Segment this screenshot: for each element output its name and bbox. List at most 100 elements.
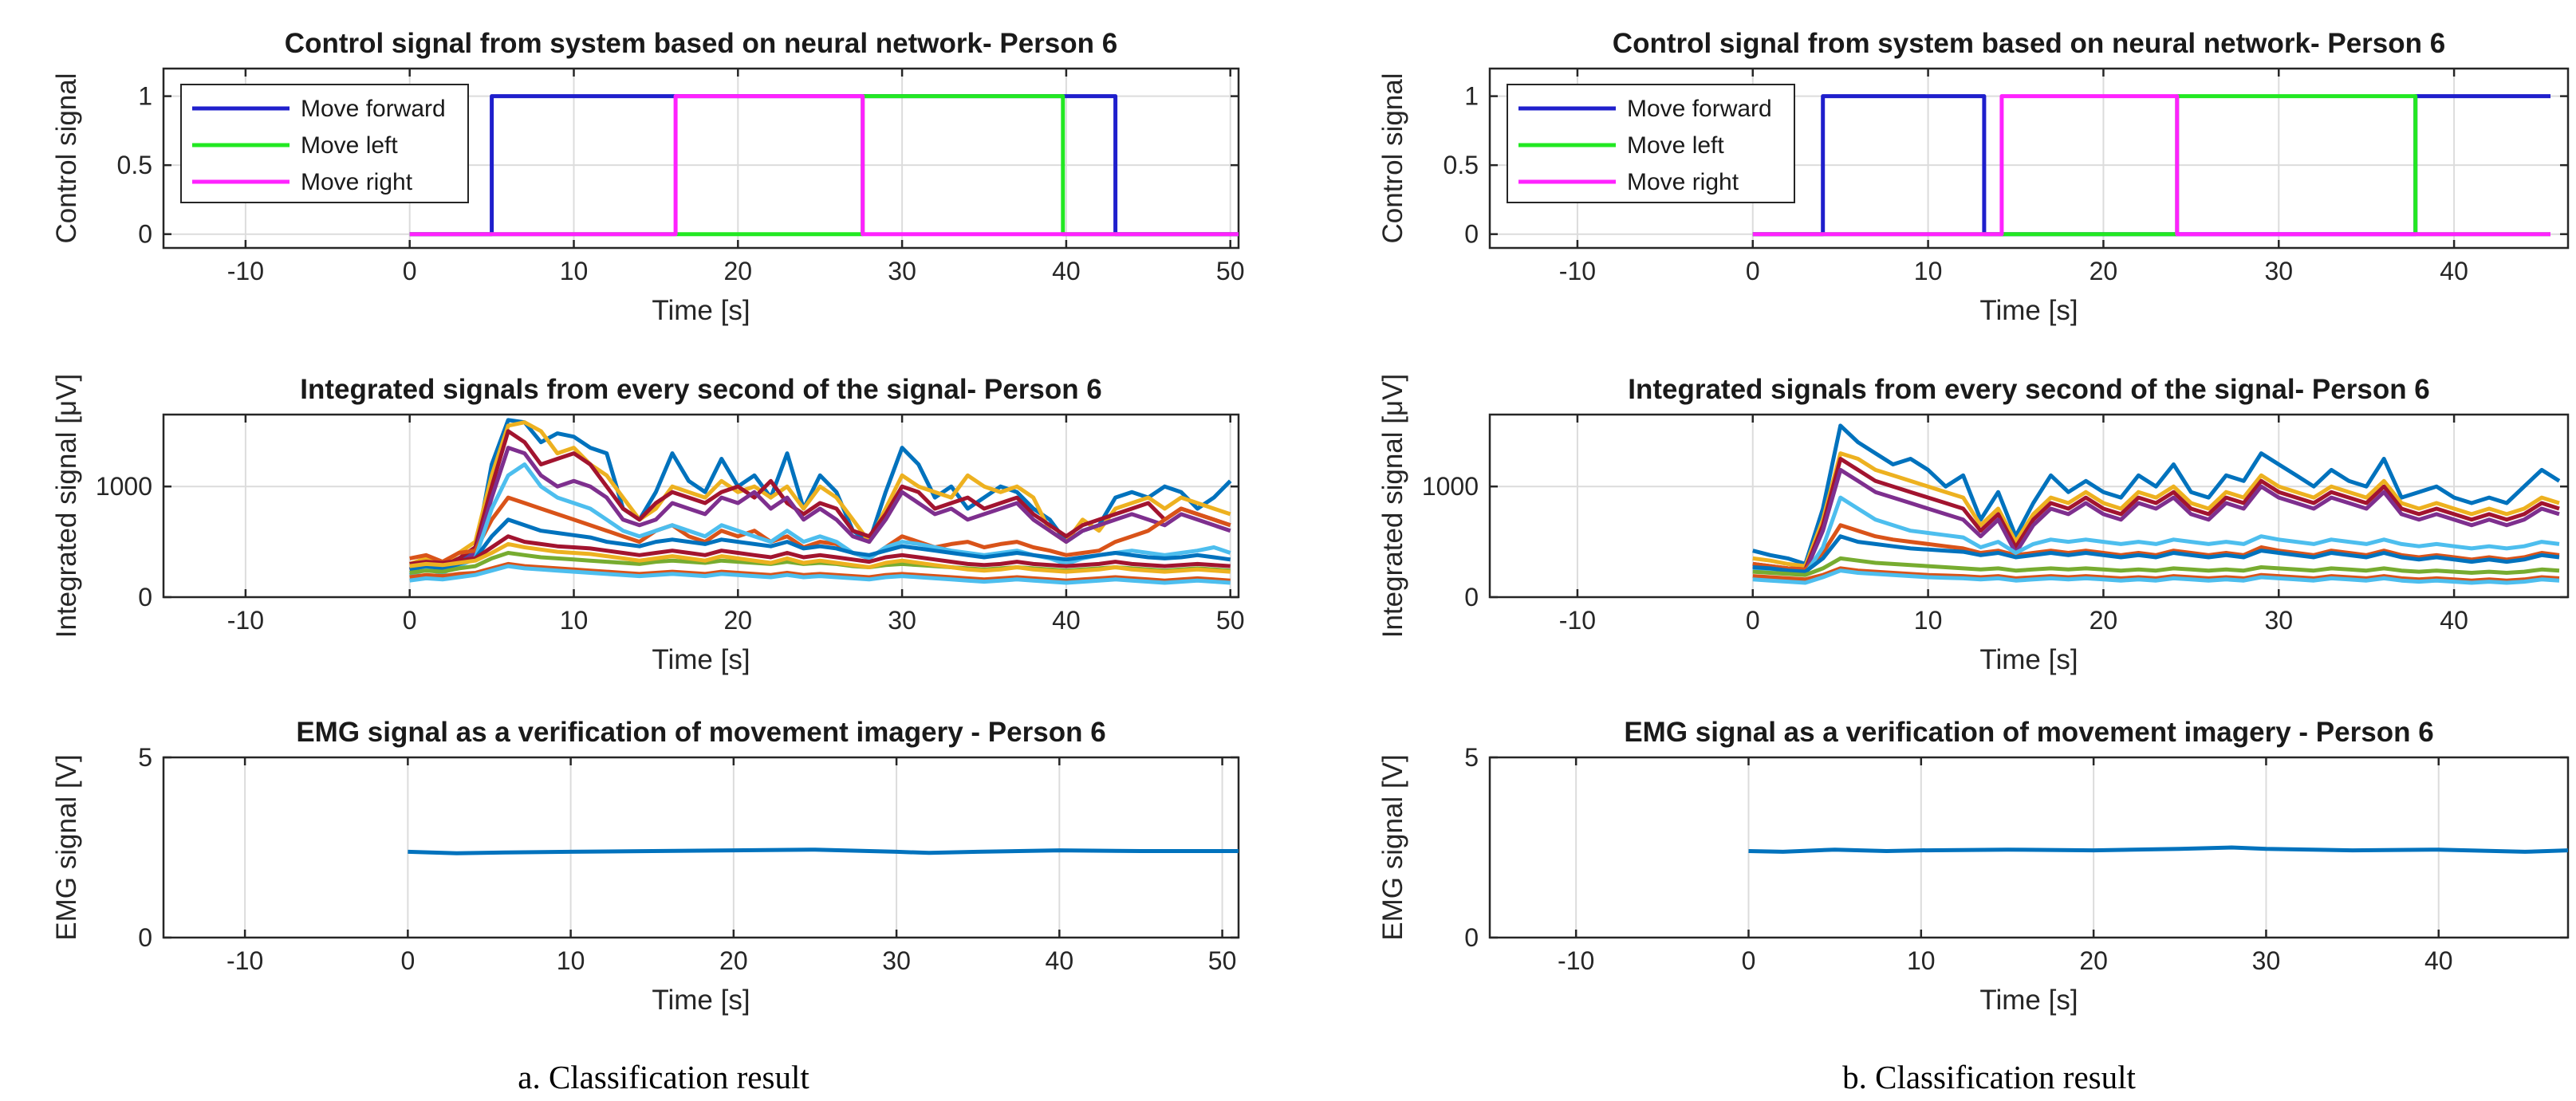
caption-a: a. Classification result	[518, 1059, 809, 1095]
series-line-channel-12	[409, 541, 1231, 574]
y-axis-label: Control signal	[1377, 73, 1408, 244]
series-group	[409, 94, 1239, 237]
series-line-channel-11	[409, 534, 1231, 568]
x-tick-label: 20	[724, 257, 753, 285]
x-tick-label: 50	[1216, 606, 1245, 635]
y-tick-label: 1000	[96, 472, 152, 501]
chart-title: Control signal from system based on neur…	[1613, 28, 2445, 59]
panel-b-control: -10 0 10 20 30 40 0 0.5 1 Control signal from sys…	[1377, 28, 2570, 326]
y-tick-label: 1000	[1422, 472, 1479, 501]
series-line-channel-7	[1752, 534, 2560, 574]
series-line-channel-10	[1752, 568, 2560, 585]
plot-area	[163, 757, 1239, 938]
x-tick-label: 30	[2264, 606, 2293, 635]
series-line-channel-9	[409, 561, 1231, 583]
x-tick-label: 20	[719, 946, 748, 975]
series-group	[1752, 423, 2561, 585]
axes-box	[162, 756, 1240, 939]
legend-label: Move left	[301, 132, 398, 159]
x-tick-label: -10	[226, 946, 263, 975]
x-tick-label: -10	[227, 606, 264, 635]
x-tick-label: 0	[1746, 606, 1760, 635]
axes-box	[1488, 756, 2570, 939]
series-line-channel-2	[1752, 451, 2560, 568]
x-axis-label: Time [s]	[1979, 295, 2078, 326]
series-group	[408, 847, 1239, 855]
series-line-emg	[408, 847, 1239, 855]
x-tick-label: 0	[1746, 257, 1760, 285]
chart-title: EMG signal as a verification of movement…	[1624, 717, 2433, 748]
y-tick-label: 0	[138, 583, 152, 611]
series-line-channel-5	[1752, 523, 2560, 572]
y-axis-label: EMG signal [V]	[51, 754, 82, 940]
axes-box	[162, 413, 1240, 599]
legend-label: Move left	[1627, 132, 1724, 159]
series-line-channel-7	[409, 517, 1231, 572]
x-tick-label: 20	[2090, 606, 2118, 635]
x-tick-label: -10	[1558, 946, 1594, 975]
x-tick-label: 0	[400, 946, 415, 975]
series-line-channel-9	[1752, 566, 2560, 583]
x-tick-label: 40	[2440, 257, 2468, 285]
legend-label: Move right	[1627, 169, 1739, 195]
x-tick-label: 20	[724, 606, 753, 635]
panel-a-control: -10 0 10 20 30 40 50 0 0.5 1 Control signal from s…	[51, 28, 1245, 326]
series-line-channel-3	[1752, 457, 2560, 572]
y-tick-label: 0.5	[117, 151, 152, 179]
x-tick-label: -10	[1559, 606, 1596, 635]
y-tick-label: 0	[138, 923, 152, 952]
series-line-channel-1	[1752, 423, 2561, 566]
legend-label: Move forward	[301, 96, 446, 122]
x-tick-label: 10	[560, 606, 589, 635]
x-tick-label: 0	[403, 606, 417, 635]
series-line-emg	[1748, 845, 2568, 854]
x-axis-label: Time [s]	[652, 644, 750, 675]
series-group	[408, 418, 1232, 585]
series-line-channel-10	[409, 564, 1231, 585]
x-axis-label: Time [s]	[652, 295, 750, 326]
y-tick-label: 0	[1464, 583, 1479, 611]
x-tick-label: 10	[1914, 606, 1943, 635]
x-tick-label: 30	[2252, 946, 2281, 975]
y-axis-label: EMG signal [V]	[1377, 754, 1408, 940]
y-tick-label: 5	[1464, 743, 1479, 772]
x-axis-label: Time [s]	[652, 985, 750, 1016]
x-tick-label: 10	[1914, 257, 1943, 285]
x-tick-label: 40	[1046, 946, 1074, 975]
x-axis-label: Time [s]	[1979, 644, 2078, 675]
x-tick-label: 40	[1052, 606, 1081, 635]
series-group	[1752, 94, 2550, 237]
x-tick-label: 40	[2424, 946, 2453, 975]
y-axis-label: Control signal	[51, 73, 82, 244]
x-tick-label: 0	[403, 257, 417, 285]
x-tick-label: -10	[227, 257, 264, 285]
legend-label: Move right	[301, 169, 413, 195]
x-tick-label: 30	[882, 946, 911, 975]
series-line-channel-6	[1752, 495, 2560, 576]
series-line-channel-4	[409, 446, 1231, 572]
y-tick-label: 1	[1464, 82, 1479, 111]
series-line-move-right	[1752, 94, 2550, 237]
series-line-channel-5	[409, 495, 1231, 564]
y-tick-label: 0.5	[1444, 151, 1479, 179]
x-axis-label: Time [s]	[1979, 985, 2078, 1016]
x-tick-label: 50	[1216, 257, 1245, 285]
chart-title: Integrated signals from every second of …	[1628, 374, 2430, 405]
series-line-channel-4	[1752, 467, 2560, 574]
panel-a-emg: -10 0 10 20 30 40 50 0 5 EMG signal as a verifica…	[51, 717, 1240, 1016]
x-tick-label: 10	[557, 946, 585, 975]
caption-b: b. Classification result	[1842, 1059, 2136, 1095]
y-axis-label: Integrated signal [μV]	[1377, 374, 1408, 638]
axes-box	[1488, 413, 2570, 599]
y-tick-label: 5	[138, 743, 152, 772]
series-line-channel-8	[1752, 556, 2560, 577]
plot-area	[1490, 415, 2568, 597]
plot-area	[1490, 757, 2568, 938]
y-tick-label: 1	[138, 82, 152, 111]
series-line-move-right	[409, 94, 1239, 237]
panel-a-integrated: -10 0 10 20 30 40 50 0 1000 Integrated signals fr…	[51, 374, 1245, 675]
axes-box	[1488, 67, 2570, 250]
x-tick-label: 30	[888, 257, 916, 285]
series-line-channel-3	[408, 429, 1231, 572]
